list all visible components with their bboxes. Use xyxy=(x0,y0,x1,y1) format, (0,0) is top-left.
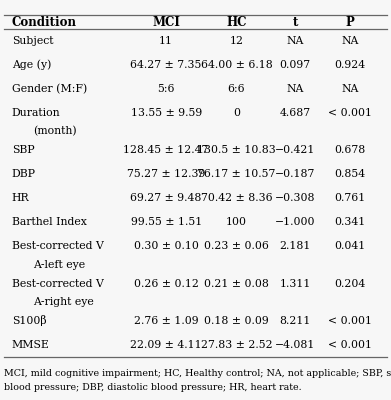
Text: 2.181: 2.181 xyxy=(280,241,311,251)
Text: 6:6: 6:6 xyxy=(228,84,246,94)
Text: Best-corrected V: Best-corrected V xyxy=(12,278,104,288)
Text: NA: NA xyxy=(341,84,359,94)
Text: MCI, mild cognitive impairment; HC, Healthy control; NA, not applicable; SBP, sy: MCI, mild cognitive impairment; HC, Heal… xyxy=(4,369,391,378)
Text: 5:6: 5:6 xyxy=(158,84,175,94)
Text: 12: 12 xyxy=(230,36,244,46)
Text: 0.854: 0.854 xyxy=(334,169,366,179)
Text: 0.23 ± 0.06: 0.23 ± 0.06 xyxy=(204,241,269,251)
Text: 2.76 ± 1.09: 2.76 ± 1.09 xyxy=(134,316,199,326)
Text: 27.83 ± 2.52: 27.83 ± 2.52 xyxy=(201,340,273,350)
Text: Gender (M:F): Gender (M:F) xyxy=(12,84,87,94)
Text: 0.041: 0.041 xyxy=(334,241,366,251)
Text: −0.421: −0.421 xyxy=(275,145,316,155)
Text: 0.30 ± 0.10: 0.30 ± 0.10 xyxy=(134,241,199,251)
Text: Age (y): Age (y) xyxy=(12,60,51,70)
Text: 64.27 ± 7.35: 64.27 ± 7.35 xyxy=(131,60,202,70)
Text: < 0.001: < 0.001 xyxy=(328,316,372,326)
Text: 130.5 ± 10.83: 130.5 ± 10.83 xyxy=(197,145,276,155)
Text: MMSE: MMSE xyxy=(12,340,50,350)
Text: HC: HC xyxy=(226,16,247,28)
Text: 99.55 ± 1.51: 99.55 ± 1.51 xyxy=(131,217,202,227)
Text: Best-corrected V: Best-corrected V xyxy=(12,241,104,251)
Text: 22.09 ± 4.11: 22.09 ± 4.11 xyxy=(130,340,202,350)
Text: 0: 0 xyxy=(233,108,240,118)
Text: S100β: S100β xyxy=(12,315,47,326)
Text: < 0.001: < 0.001 xyxy=(328,108,372,118)
Text: 0.21 ± 0.08: 0.21 ± 0.08 xyxy=(204,278,269,288)
Text: A-right eye: A-right eye xyxy=(33,297,94,307)
Text: 76.17 ± 10.57: 76.17 ± 10.57 xyxy=(197,169,276,179)
Text: (month): (month) xyxy=(33,126,77,137)
Text: SBP: SBP xyxy=(12,145,34,155)
Text: Condition: Condition xyxy=(12,16,77,28)
Text: A-left eye: A-left eye xyxy=(33,260,85,270)
Text: HR: HR xyxy=(12,193,29,203)
Text: 100: 100 xyxy=(226,217,247,227)
Text: 69.27 ± 9.48: 69.27 ± 9.48 xyxy=(131,193,202,203)
Text: Duration: Duration xyxy=(12,108,60,118)
Text: 4.687: 4.687 xyxy=(280,108,311,118)
Text: < 0.001: < 0.001 xyxy=(328,340,372,350)
Text: 0.204: 0.204 xyxy=(334,278,366,288)
Text: 75.27 ± 12.39: 75.27 ± 12.39 xyxy=(127,169,205,179)
Text: MCI: MCI xyxy=(152,16,180,28)
Text: NA: NA xyxy=(287,84,304,94)
Text: 128.45 ± 12.47: 128.45 ± 12.47 xyxy=(124,145,209,155)
Text: NA: NA xyxy=(341,36,359,46)
Text: −1.000: −1.000 xyxy=(275,217,316,227)
Text: 1.311: 1.311 xyxy=(280,278,311,288)
Text: DBP: DBP xyxy=(12,169,36,179)
Text: −0.187: −0.187 xyxy=(275,169,316,179)
Text: 70.42 ± 8.36: 70.42 ± 8.36 xyxy=(201,193,273,203)
Text: P: P xyxy=(346,16,354,28)
Text: 0.924: 0.924 xyxy=(334,60,366,70)
Text: 0.341: 0.341 xyxy=(334,217,366,227)
Text: −4.081: −4.081 xyxy=(275,340,316,350)
Text: 13.55 ± 9.59: 13.55 ± 9.59 xyxy=(131,108,202,118)
Text: 0.26 ± 0.12: 0.26 ± 0.12 xyxy=(134,278,199,288)
Text: Barthel Index: Barthel Index xyxy=(12,217,86,227)
Text: 8.211: 8.211 xyxy=(280,316,311,326)
Text: blood pressure; DBP, diastolic blood pressure; HR, heart rate.: blood pressure; DBP, diastolic blood pre… xyxy=(4,383,301,392)
Text: 0.097: 0.097 xyxy=(280,60,311,70)
Text: 0.678: 0.678 xyxy=(334,145,366,155)
Text: t: t xyxy=(292,16,298,28)
Text: 0.18 ± 0.09: 0.18 ± 0.09 xyxy=(204,316,269,326)
Text: NA: NA xyxy=(287,36,304,46)
Text: 64.00 ± 6.18: 64.00 ± 6.18 xyxy=(201,60,273,70)
Text: 0.761: 0.761 xyxy=(334,193,366,203)
Text: Subject: Subject xyxy=(12,36,53,46)
Text: 11: 11 xyxy=(159,36,173,46)
Text: −0.308: −0.308 xyxy=(275,193,316,203)
